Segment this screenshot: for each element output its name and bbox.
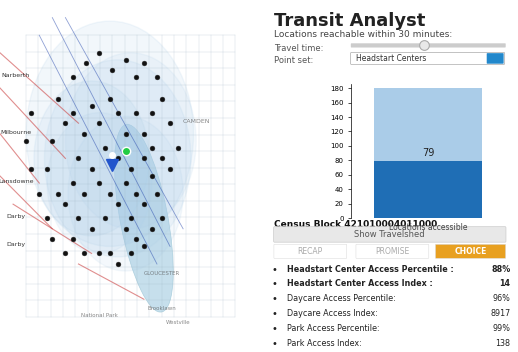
- Text: •: •: [272, 279, 278, 289]
- Text: Transit Analyst: Transit Analyst: [275, 12, 426, 30]
- Text: 14: 14: [499, 279, 510, 289]
- Text: 99%: 99%: [492, 324, 510, 333]
- Text: 8917: 8917: [490, 309, 510, 318]
- FancyBboxPatch shape: [436, 244, 506, 258]
- Text: Park Access Index:: Park Access Index:: [287, 339, 362, 348]
- Text: Westville: Westville: [166, 320, 190, 325]
- Text: Census Block 421010004011000: Census Block 421010004011000: [275, 220, 438, 229]
- Text: Point set:: Point set:: [275, 56, 314, 65]
- Text: Show Travelshed: Show Travelshed: [354, 230, 425, 239]
- Text: 96%: 96%: [493, 294, 510, 303]
- Text: Headstart Center Access Index :: Headstart Center Access Index :: [287, 279, 433, 289]
- Text: •: •: [272, 324, 278, 334]
- Text: 88%: 88%: [491, 265, 510, 274]
- Text: RECAP: RECAP: [298, 247, 323, 256]
- Bar: [375, 88, 482, 218]
- Text: Lansdowne: Lansdowne: [0, 179, 34, 184]
- Circle shape: [45, 60, 191, 257]
- Text: ▼: ▼: [494, 56, 498, 61]
- Text: Headstart Center Access Percentile :: Headstart Center Access Percentile :: [287, 265, 454, 274]
- Text: •: •: [272, 339, 278, 348]
- Text: Headstart Centers: Headstart Centers: [356, 54, 427, 63]
- Text: Narberth: Narberth: [2, 74, 30, 78]
- Circle shape: [26, 21, 194, 246]
- FancyBboxPatch shape: [351, 52, 505, 64]
- Text: PROMISE: PROMISE: [375, 247, 410, 256]
- Text: 79: 79: [422, 147, 435, 157]
- Text: Travel time:: Travel time:: [275, 44, 324, 53]
- Text: Darby: Darby: [6, 243, 25, 247]
- FancyBboxPatch shape: [356, 244, 429, 258]
- FancyBboxPatch shape: [351, 43, 506, 48]
- Text: •: •: [272, 294, 278, 304]
- FancyBboxPatch shape: [487, 53, 503, 64]
- Bar: [375, 161, 482, 218]
- Circle shape: [34, 81, 149, 236]
- Text: Darby: Darby: [6, 214, 25, 219]
- Circle shape: [68, 116, 183, 271]
- FancyBboxPatch shape: [274, 227, 506, 242]
- Text: Daycare Access Index:: Daycare Access Index:: [287, 309, 378, 318]
- Text: Park Access Percentile:: Park Access Percentile:: [287, 324, 380, 333]
- Text: •: •: [272, 309, 278, 319]
- Text: •: •: [272, 265, 278, 275]
- Text: Brooklawn: Brooklawn: [148, 306, 177, 311]
- Text: Milbourne: Milbourne: [0, 130, 31, 135]
- Text: GLOUCESTER: GLOUCESTER: [144, 271, 180, 276]
- Ellipse shape: [114, 124, 173, 312]
- Circle shape: [65, 53, 196, 229]
- Text: National Park: National Park: [81, 313, 118, 318]
- Circle shape: [47, 113, 152, 253]
- Text: CHOICE: CHOICE: [454, 247, 487, 256]
- Text: 138: 138: [495, 339, 510, 348]
- Text: Daycare Access Percentile:: Daycare Access Percentile:: [287, 294, 396, 303]
- FancyBboxPatch shape: [274, 244, 347, 258]
- Text: CAMDEN: CAMDEN: [183, 119, 211, 124]
- Text: Locations reachable within 30 minutes:: Locations reachable within 30 minutes:: [275, 30, 453, 39]
